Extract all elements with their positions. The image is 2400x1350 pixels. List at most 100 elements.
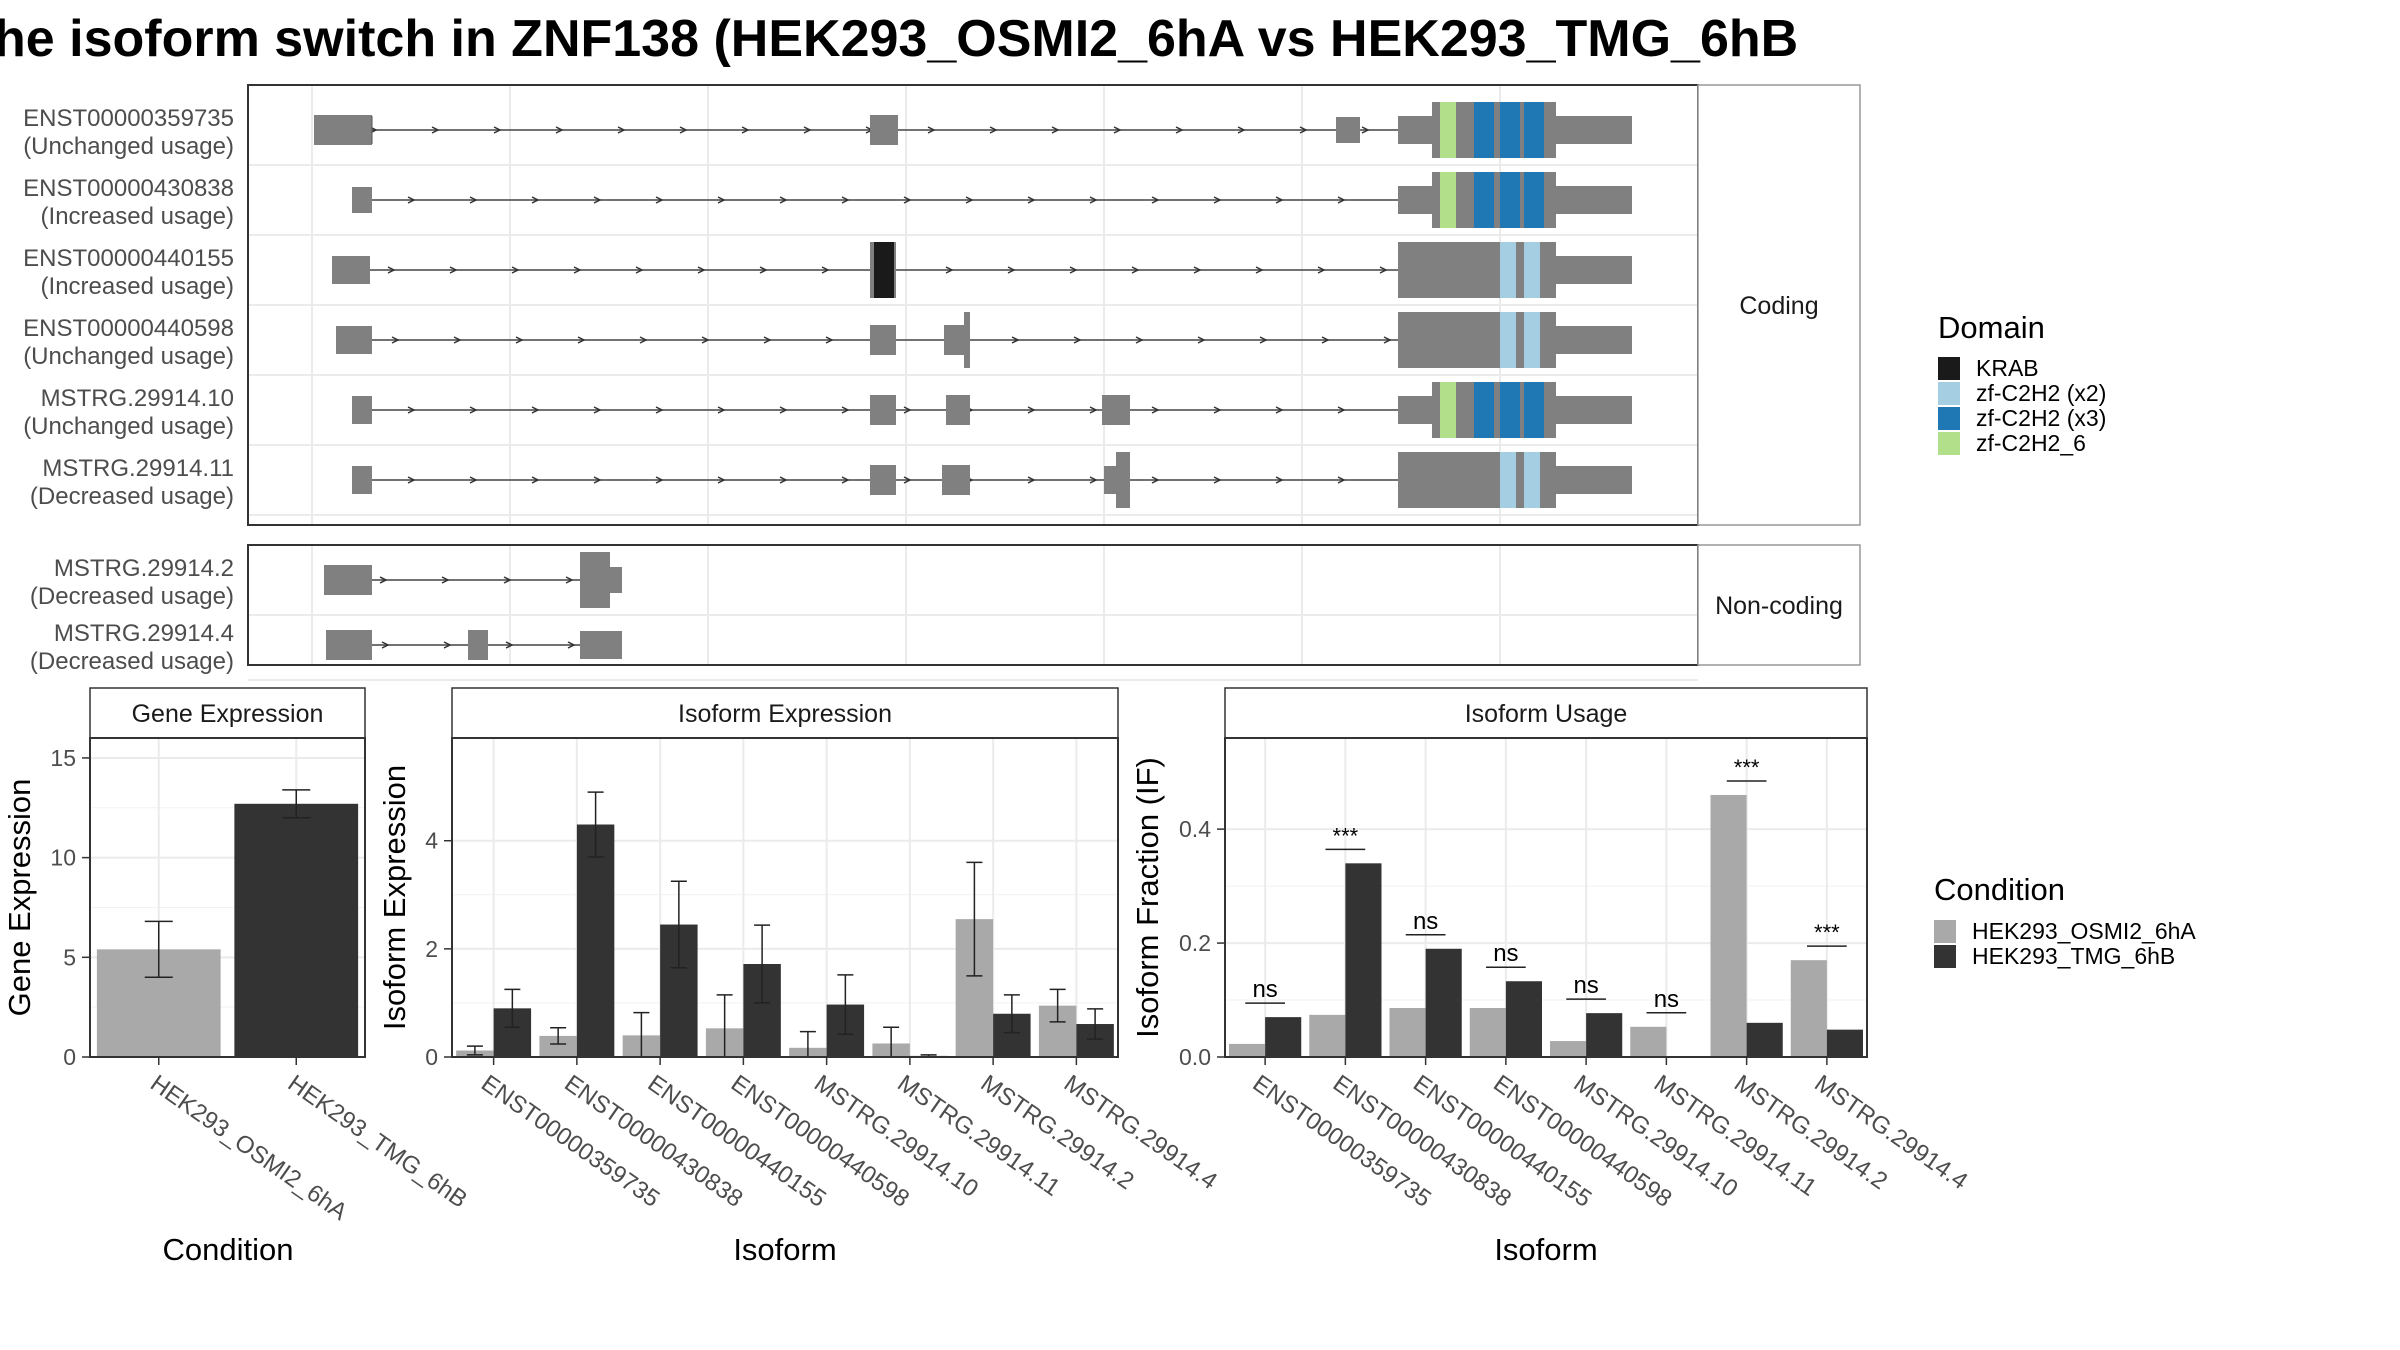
intron-direction-arrow bbox=[741, 126, 750, 134]
exon-block bbox=[870, 325, 896, 355]
intron-direction-arrow bbox=[1197, 336, 1206, 344]
intron-direction-arrow bbox=[841, 406, 850, 414]
exon-block bbox=[1556, 256, 1632, 284]
domain-legend-label: zf-C2H2 (x3) bbox=[1976, 405, 2106, 431]
bar bbox=[1746, 1022, 1783, 1057]
intron-direction-arrow bbox=[617, 126, 626, 134]
intron-direction-arrow bbox=[717, 406, 726, 414]
intron-direction-arrow bbox=[779, 476, 788, 484]
domain-block-zf-x3 bbox=[1524, 382, 1544, 438]
intron-direction-arrow bbox=[441, 576, 450, 584]
isoform-name-label: ENST00000359735 bbox=[23, 105, 234, 132]
y-tick-label: 5 bbox=[63, 944, 76, 970]
intron-direction-arrow bbox=[1151, 476, 1160, 484]
significance-label: *** bbox=[1333, 823, 1359, 848]
intron-direction-arrow bbox=[381, 641, 390, 649]
bar bbox=[1505, 981, 1542, 1057]
domain-block-zf-x2 bbox=[1500, 312, 1516, 368]
intron-direction-arrow bbox=[593, 476, 602, 484]
bar bbox=[1710, 794, 1747, 1057]
intron-direction-arrow bbox=[1151, 406, 1160, 414]
domain-legend-label: KRAB bbox=[1976, 355, 2039, 381]
intron-direction-arrow bbox=[697, 266, 706, 274]
isoform-usage-label: (Unchanged usage) bbox=[23, 413, 234, 440]
intron-direction-arrow bbox=[1089, 476, 1098, 484]
intron-direction-arrow bbox=[531, 196, 540, 204]
intron-direction-arrow bbox=[1089, 406, 1098, 414]
intron-direction-arrow bbox=[763, 336, 772, 344]
intron-direction-arrow bbox=[567, 641, 576, 649]
intron-direction-arrow bbox=[511, 266, 520, 274]
domain-block-zf-x3 bbox=[1474, 172, 1494, 228]
condition-legend-title: Condition bbox=[1934, 872, 2065, 907]
intron-direction-arrow bbox=[449, 266, 458, 274]
domain-legend-title: Domain bbox=[1938, 310, 2045, 345]
exon-block bbox=[1104, 466, 1116, 494]
isoform-name-label: MSTRG.29914.11 bbox=[42, 455, 234, 482]
exon-block bbox=[870, 115, 898, 145]
plot-border bbox=[451, 737, 1119, 1058]
intron-direction-arrow bbox=[443, 641, 452, 649]
exon-block bbox=[326, 630, 372, 660]
intron-direction-arrow bbox=[469, 476, 478, 484]
domain-block-zf-x3 bbox=[1500, 172, 1520, 228]
domain-legend-label: zf-C2H2 (x2) bbox=[1976, 380, 2106, 406]
intron-direction-arrow bbox=[1213, 406, 1222, 414]
domain-block-zf-x3 bbox=[1500, 382, 1520, 438]
panel-strip bbox=[451, 687, 1119, 739]
exon-block bbox=[1116, 452, 1130, 508]
domain-block-zf-x2 bbox=[1524, 242, 1540, 298]
plot-area bbox=[1225, 738, 1867, 1057]
intron-direction-arrow bbox=[593, 196, 602, 204]
intron-direction-arrow bbox=[431, 126, 440, 134]
exon-block bbox=[1556, 186, 1632, 214]
exon-block bbox=[964, 312, 970, 368]
plot-area bbox=[452, 738, 1118, 1057]
y-tick-label: 10 bbox=[50, 845, 76, 871]
exon-block bbox=[352, 396, 372, 424]
domain-block-zf-x3 bbox=[1524, 172, 1544, 228]
domain-legend-swatch bbox=[1938, 407, 1960, 430]
intron-direction-arrow bbox=[1275, 406, 1284, 414]
domain-block-zf-x2 bbox=[1524, 452, 1540, 508]
intron-direction-arrow bbox=[1317, 266, 1326, 274]
condition-legend-label: HEK293_OSMI2_6hA bbox=[1972, 918, 2196, 944]
y-tick-label: 0.0 bbox=[1179, 1044, 1211, 1070]
intron-direction-arrow bbox=[493, 126, 502, 134]
condition-legend-swatch bbox=[1934, 920, 1956, 943]
isoform-name-label: MSTRG.29914.2 bbox=[54, 555, 234, 582]
intron-direction-arrow bbox=[639, 336, 648, 344]
intron-direction-arrow bbox=[803, 126, 812, 134]
isoform-usage-label: (Increased usage) bbox=[41, 273, 234, 300]
exon-block bbox=[468, 630, 488, 660]
exon-block bbox=[870, 395, 896, 425]
intron-direction-arrow bbox=[1337, 196, 1346, 204]
significance-label: *** bbox=[1814, 920, 1840, 945]
exon-block bbox=[1556, 466, 1632, 494]
intron-direction-arrow bbox=[635, 266, 644, 274]
intron-direction-arrow bbox=[779, 196, 788, 204]
plot-border bbox=[1224, 737, 1868, 1058]
intron-direction-arrow bbox=[1259, 336, 1268, 344]
exon-block bbox=[1398, 116, 1432, 144]
facet-label-noncoding: Non-coding bbox=[1715, 592, 1843, 620]
exon-block bbox=[1102, 395, 1130, 425]
intron-direction-arrow bbox=[655, 406, 664, 414]
intron-direction-arrow bbox=[1007, 266, 1016, 274]
intron-direction-arrow bbox=[1379, 266, 1388, 274]
intron-direction-arrow bbox=[1027, 196, 1036, 204]
x-axis-title: Isoform bbox=[1494, 1232, 1597, 1267]
domain-legend-swatch bbox=[1938, 382, 1960, 405]
intron-direction-arrow bbox=[453, 336, 462, 344]
y-tick-label: 15 bbox=[50, 745, 76, 771]
intron-direction-arrow bbox=[1113, 126, 1122, 134]
isoform-structure-panel: CodingNon-codingENST00000359735(Unchange… bbox=[23, 84, 1861, 681]
exon-block bbox=[944, 325, 964, 355]
intron-direction-arrow bbox=[379, 576, 388, 584]
x-axis-title: Isoform bbox=[733, 1232, 836, 1267]
exon-block bbox=[942, 465, 970, 495]
intron-direction-arrow bbox=[531, 476, 540, 484]
intron-direction-arrow bbox=[1027, 406, 1036, 414]
intron-direction-arrow bbox=[1073, 336, 1082, 344]
